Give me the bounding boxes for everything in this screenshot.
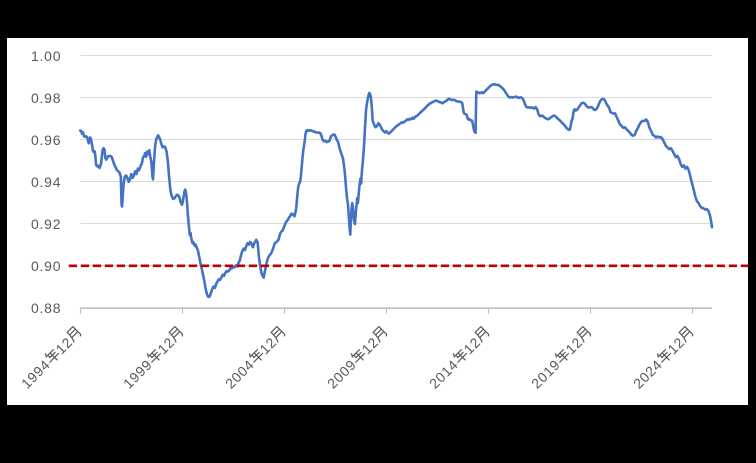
svg-text:0.94: 0.94 [31, 174, 61, 190]
svg-text:0.88: 0.88 [31, 300, 61, 316]
svg-text:1.00: 1.00 [31, 48, 61, 64]
svg-text:0.92: 0.92 [31, 216, 61, 232]
svg-text:0.98: 0.98 [31, 90, 61, 106]
svg-text:0.96: 0.96 [31, 132, 61, 148]
svg-text:0.90: 0.90 [31, 258, 61, 274]
